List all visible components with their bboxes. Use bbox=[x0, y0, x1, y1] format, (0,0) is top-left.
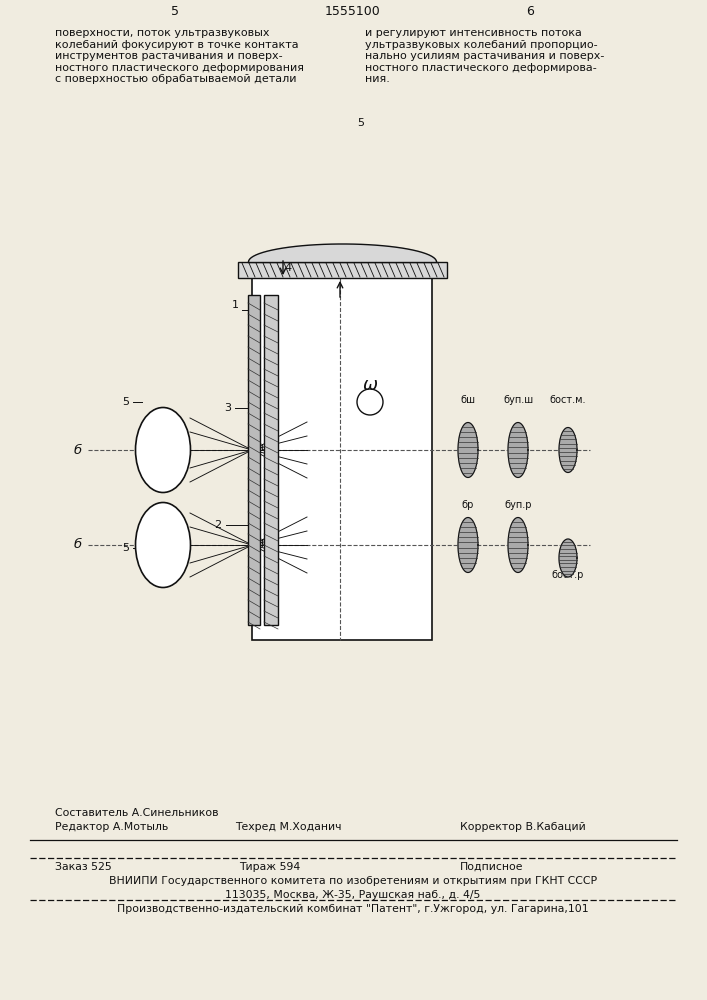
Text: 5: 5 bbox=[122, 397, 129, 407]
Polygon shape bbox=[458, 518, 478, 572]
Bar bbox=[252, 275, 432, 640]
Text: ВНИИПИ Государственного комитета по изобретениям и открытиям при ГКНТ СССР: ВНИИПИ Государственного комитета по изоб… bbox=[109, 876, 597, 886]
Text: $\omega$: $\omega$ bbox=[362, 376, 378, 394]
Text: Техред М.Ходанич: Техред М.Ходанич bbox=[235, 822, 341, 832]
Text: Корректор В.Кабаций: Корректор В.Кабаций bbox=[460, 822, 586, 832]
Text: 5: 5 bbox=[171, 5, 179, 18]
Text: Рр: Рр bbox=[255, 537, 269, 547]
Ellipse shape bbox=[136, 502, 190, 587]
Polygon shape bbox=[559, 539, 577, 577]
Bar bbox=[248, 295, 260, 625]
Text: бр: бр bbox=[462, 500, 474, 510]
Text: б: б bbox=[74, 444, 82, 456]
Text: буп.р: буп.р bbox=[504, 500, 532, 510]
Text: 6: 6 bbox=[526, 5, 534, 18]
Text: Производственно-издательский комбинат "Патент", г.Ужгород, ул. Гагарина,101: Производственно-издательский комбинат "П… bbox=[117, 904, 589, 914]
Text: Тираж 594: Тираж 594 bbox=[240, 862, 300, 872]
Polygon shape bbox=[248, 244, 436, 262]
Text: Рш: Рш bbox=[255, 442, 272, 452]
Text: 4: 4 bbox=[284, 263, 291, 273]
Text: буп.ш: буп.ш bbox=[503, 395, 533, 405]
Text: бост.р: бост.р bbox=[551, 570, 584, 580]
Text: и регулируют интенсивность потока
ультразвуковых колебаний пропорцио-
нально уси: и регулируют интенсивность потока ультра… bbox=[365, 28, 604, 84]
Text: 5: 5 bbox=[357, 118, 364, 128]
Text: 2: 2 bbox=[214, 520, 221, 530]
Text: Составитель А.Синельников: Составитель А.Синельников bbox=[55, 808, 218, 818]
Text: бост.м.: бост.м. bbox=[550, 395, 586, 405]
Text: поверхности, поток ультразвуковых
колебаний фокусируют в точке контакта
инструме: поверхности, поток ультразвуковых колеба… bbox=[55, 28, 304, 84]
Text: 5: 5 bbox=[122, 543, 129, 553]
Polygon shape bbox=[508, 518, 528, 572]
Text: 1555100: 1555100 bbox=[325, 5, 381, 18]
Ellipse shape bbox=[136, 408, 190, 492]
Text: 3: 3 bbox=[225, 403, 231, 413]
Text: 113035, Москва, Ж-35, Раушская наб., д. 4/5: 113035, Москва, Ж-35, Раушская наб., д. … bbox=[226, 890, 481, 900]
Text: 1: 1 bbox=[231, 300, 238, 310]
Polygon shape bbox=[458, 423, 478, 477]
Bar bbox=[238, 262, 447, 278]
Text: Заказ 525: Заказ 525 bbox=[55, 862, 112, 872]
Text: б: б bbox=[74, 538, 82, 552]
Polygon shape bbox=[559, 428, 577, 472]
Text: Редактор А.Мотыль: Редактор А.Мотыль bbox=[55, 822, 168, 832]
Text: Подписное: Подписное bbox=[460, 862, 523, 872]
Text: бш: бш bbox=[460, 395, 476, 405]
Bar bbox=[264, 295, 278, 625]
Polygon shape bbox=[508, 423, 528, 477]
